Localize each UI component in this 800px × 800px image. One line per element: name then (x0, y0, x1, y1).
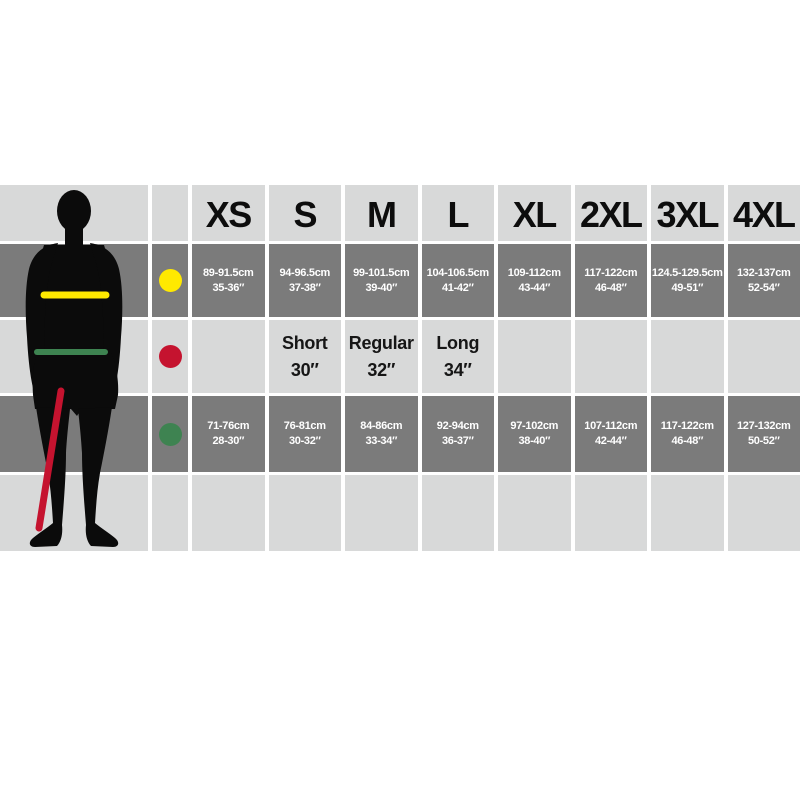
red-row-cell-xs (192, 320, 265, 393)
empty-cell (268, 475, 341, 551)
yellow-dot-cell (152, 244, 188, 317)
size-header-m: M (345, 185, 418, 241)
size-header-2xl: 2XL (574, 185, 647, 241)
green-row-cell-s: 76-81cm 30-32″ (268, 396, 341, 472)
empty-cell (421, 475, 494, 551)
red-row-cell-3xl (651, 320, 724, 393)
size-table: XS S M L XL 2XL 3XL 4XL 89-91.5cm 35-36″… (0, 185, 800, 551)
red-dot-icon (158, 345, 182, 368)
figure-cell-header (0, 185, 148, 241)
yellow-row-cell-xs: 89-91.5cm 35-36″ (192, 244, 265, 317)
green-dot-cell (152, 396, 188, 472)
size-header-3xl: 3XL (651, 185, 724, 241)
yellow-row-cell-l: 104-106.5cm 41-42″ (421, 244, 494, 317)
figure-cell-row4 (0, 475, 148, 551)
empty-cell (727, 475, 800, 551)
green-row-cell-xs: 71-76cm 28-30″ (192, 396, 265, 472)
red-row-cell-xl (498, 320, 571, 393)
size-header-l: L (421, 185, 494, 241)
yellow-dot-icon (158, 269, 182, 292)
empty-cell (651, 475, 724, 551)
green-row-cell-3xl: 117-122cm 46-48″ (651, 396, 724, 472)
empty-cell (192, 475, 265, 551)
red-row-cell-2xl (574, 320, 647, 393)
yellow-row-cell-4xl: 132-137cm 52-54″ (727, 244, 800, 317)
yellow-row-cell-3xl: 124.5-129.5cm 49-51″ (651, 244, 724, 317)
red-row-cell-l: Long 34″ (421, 320, 494, 393)
yellow-row-cell-xl: 109-112cm 43-44″ (498, 244, 571, 317)
dot-column-header (152, 185, 188, 241)
red-row-cell-4xl (727, 320, 800, 393)
red-row-cell-s: Short 30″ (268, 320, 341, 393)
yellow-row-cell-m: 99-101.5cm 39-40″ (345, 244, 418, 317)
green-dot-icon (158, 422, 182, 446)
green-row-cell-m: 84-86cm 33-34″ (345, 396, 418, 472)
size-header-4xl: 4XL (727, 185, 800, 241)
figure-cell-row2 (0, 320, 148, 393)
empty-cell (152, 475, 188, 551)
empty-cell (498, 475, 571, 551)
green-row-cell-l: 92-94cm 36-37″ (421, 396, 494, 472)
yellow-row-cell-2xl: 117-122cm 46-48″ (574, 244, 647, 317)
size-header-xs: XS (192, 185, 265, 241)
green-row-cell-xl: 97-102cm 38-40″ (498, 396, 571, 472)
red-row-cell-m: Regular 32″ (345, 320, 418, 393)
red-dot-cell (152, 320, 188, 393)
figure-cell-row3 (0, 396, 148, 472)
empty-cell (345, 475, 418, 551)
green-row-cell-2xl: 107-112cm 42-44″ (574, 396, 647, 472)
size-header-xl: XL (498, 185, 571, 241)
empty-cell (574, 475, 647, 551)
yellow-row-cell-s: 94-96.5cm 37-38″ (268, 244, 341, 317)
green-row-cell-4xl: 127-132cm 50-52″ (727, 396, 800, 472)
size-header-s: S (268, 185, 341, 241)
figure-cell-row1 (0, 244, 148, 317)
